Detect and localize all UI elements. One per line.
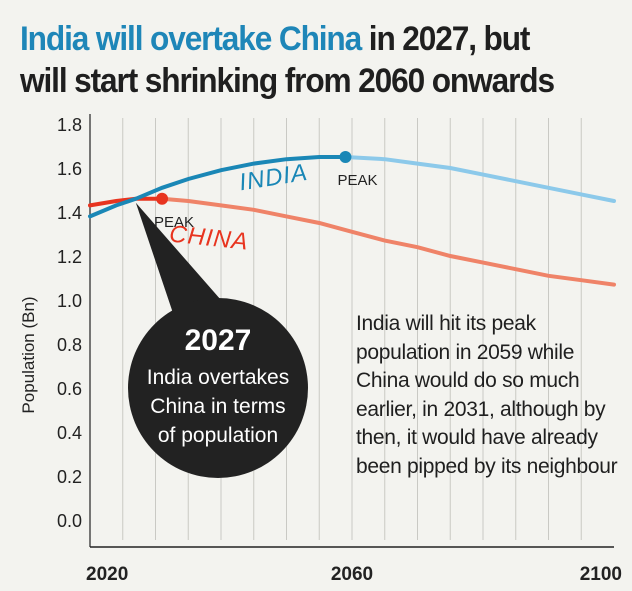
chart-annotation: India will hit its peak population in 20… [356,312,618,478]
chart-axes: 0.0 0.2 0.4 0.6 0.8 1.0 1.2 1.4 1.6 1.8 Population… [19,114,622,585]
peak-label-india: PEAK [337,172,377,189]
headline-rest: in 2027, but will start shrinking from 2… [20,20,555,100]
headline-highlight: India will overtake China [20,20,362,58]
y-tick-label: 0.0 [57,511,82,531]
x-tick-label: 2060 [331,564,373,585]
headline: India will overtake China in 2027, but w… [20,18,578,102]
peak-marker-china [156,192,169,205]
series-line-india-after-peak [343,155,616,203]
series-name-china: CHINA [168,221,250,256]
y-tick-label: 1.0 [57,291,82,311]
series-line-china-to-peak [88,196,165,208]
series-line-china-after-peak [160,196,616,287]
callout-line: of population [158,424,278,447]
y-tick-label: 1.4 [57,203,82,223]
callout-year: 2027 [185,324,252,357]
peak-marker-india [339,151,352,163]
callout-circle [128,298,308,478]
callout-line: India overtakes [147,366,289,389]
callout-line: China in terms [150,395,285,418]
callout-pointer [135,202,228,328]
y-tick-label: 1.6 [57,159,82,179]
y-tick-label: 0.8 [57,335,82,355]
y-tick-label: 0.2 [57,467,82,487]
y-tick-label: 0.6 [57,379,82,399]
y-axis-label: Population (Bn) [19,296,38,413]
peak-label-china: PEAK [154,214,194,231]
x-tick-label: 2020 [86,564,128,585]
y-tick-label: 1.8 [57,115,82,135]
y-tick-label: 0.4 [57,423,82,443]
x-tick-label: 2100 [580,564,622,585]
y-tick-label: 1.2 [57,247,82,267]
series-line-india-to-peak [88,155,348,219]
callout: 2027 India overtakes China in terms of popu… [128,202,308,478]
